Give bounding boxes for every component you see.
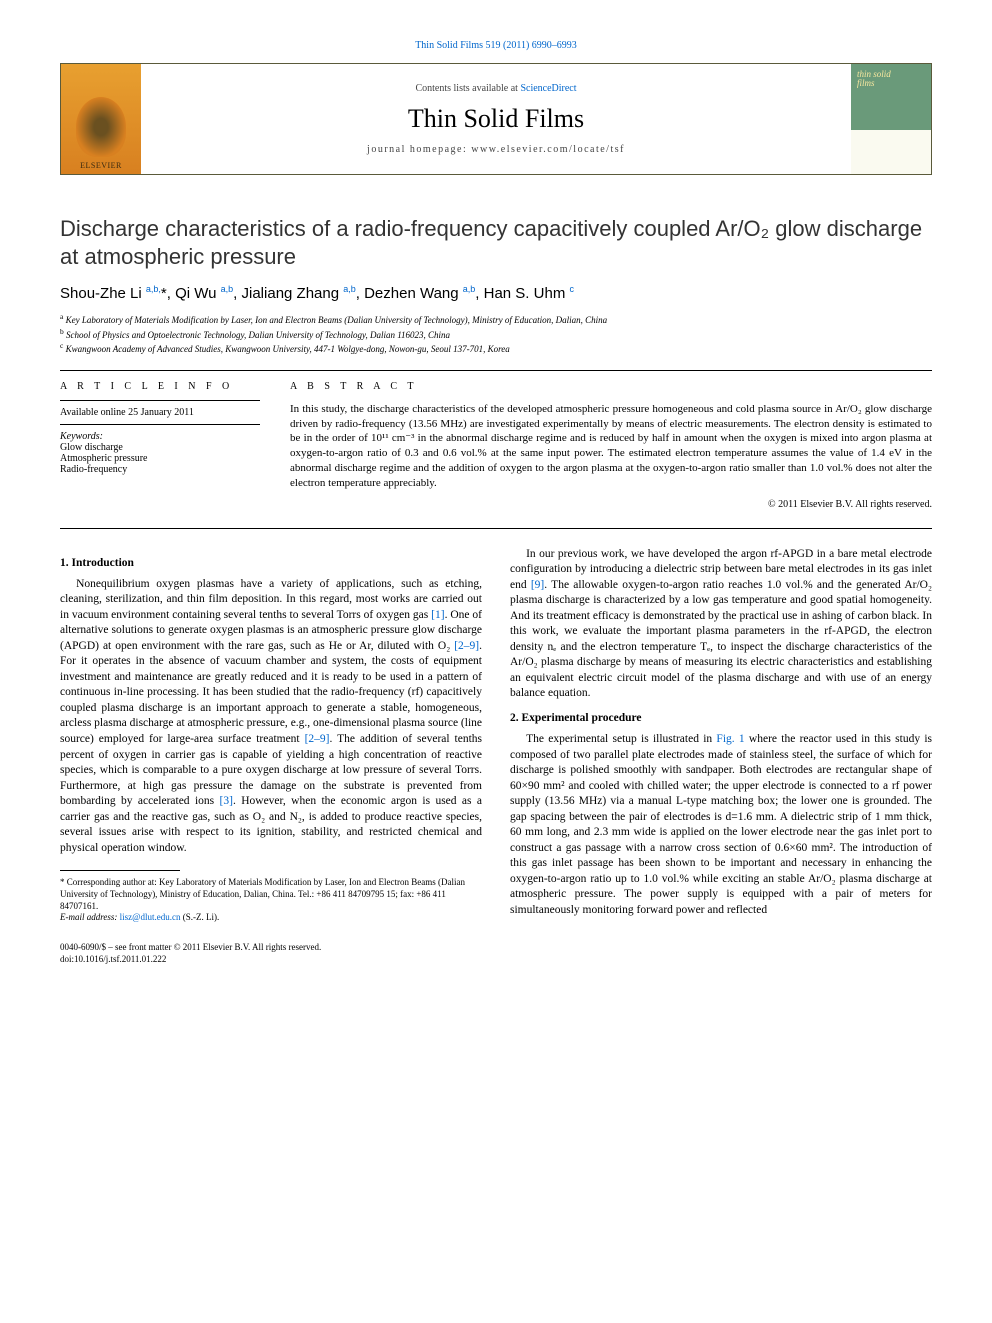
authors-list: Shou-Zhe Li a,b,*, Qi Wu a,b, Jialiang Z… [60,284,932,302]
journal-homepage: journal homepage: www.elsevier.com/locat… [367,144,625,155]
doi-line: doi:10.1016/j.tsf.2011.01.222 [60,954,482,966]
elsevier-text: ELSEVIER [80,161,122,170]
journal-citation: Thin Solid Films 519 (2011) 6990–6993 [60,40,932,51]
front-matter-line: 0040-6090/$ – see front matter © 2011 El… [60,942,482,954]
article-title: Discharge characteristics of a radio-fre… [60,215,932,270]
journal-header: ELSEVIER Contents lists available at Sci… [60,63,932,175]
header-center: Contents lists available at ScienceDirec… [141,64,851,174]
affiliation-c: c Kwangwoon Academy of Advanced Studies,… [60,341,932,356]
keyword: Radio-frequency [60,464,260,475]
abstract-column: A B S T R A C T In this study, the disch… [290,381,932,510]
abstract-heading: A B S T R A C T [290,381,932,392]
info-abstract-row: A R T I C L E I N F O Available online 2… [60,381,932,510]
abstract-text: In this study, the discharge characteris… [290,402,932,491]
elsevier-logo: ELSEVIER [61,64,141,174]
intro-paragraph-2: In our previous work, we have developed … [510,547,932,702]
article-info-column: A R T I C L E I N F O Available online 2… [60,381,260,510]
email-link[interactable]: lisz@dlut.edu.cn [120,912,181,922]
journal-name: Thin Solid Films [408,104,584,134]
experimental-paragraph-1: The experimental setup is illustrated in… [510,732,932,918]
section-heading-experimental: 2. Experimental procedure [510,712,932,724]
journal-citation-link[interactable]: Thin Solid Films 519 (2011) 6990–6993 [415,40,577,51]
body-columns: 1. Introduction Nonequilibrium oxygen pl… [60,547,932,965]
separator-full [60,528,932,529]
footnote-separator [60,870,180,871]
affiliation-a: a Key Laboratory of Materials Modificati… [60,312,932,327]
body-column-right: In our previous work, we have developed … [510,547,932,965]
abstract-copyright: © 2011 Elsevier B.V. All rights reserved… [290,499,932,510]
keywords-label: Keywords: [60,431,260,442]
contents-prefix: Contents lists available at [415,83,520,94]
footer-meta: 0040-6090/$ – see front matter © 2011 El… [60,942,482,965]
keyword: Atmospheric pressure [60,453,260,464]
affiliations: a Key Laboratory of Materials Modificati… [60,312,932,356]
article-info-heading: A R T I C L E I N F O [60,381,260,392]
corresponding-author: * Corresponding author at: Key Laborator… [60,877,482,912]
available-online: Available online 25 January 2011 [60,407,260,418]
sciencedirect-link[interactable]: ScienceDirect [520,83,576,94]
affiliation-b: b School of Physics and Optoelectronic T… [60,327,932,342]
intro-paragraph-1: Nonequilibrium oxygen plasmas have a var… [60,577,482,856]
footnotes: * Corresponding author at: Key Laborator… [60,877,482,924]
keyword: Glow discharge [60,442,260,453]
journal-cover-thumbnail [851,64,931,174]
page-root: Thin Solid Films 519 (2011) 6990–6993 EL… [0,0,992,1005]
body-column-left: 1. Introduction Nonequilibrium oxygen pl… [60,547,482,965]
elsevier-tree-icon [76,97,126,157]
separator [60,370,932,371]
contents-lists-line: Contents lists available at ScienceDirec… [415,83,576,94]
email-line: E-mail address: lisz@dlut.edu.cn (S.-Z. … [60,912,482,924]
section-heading-intro: 1. Introduction [60,557,482,569]
